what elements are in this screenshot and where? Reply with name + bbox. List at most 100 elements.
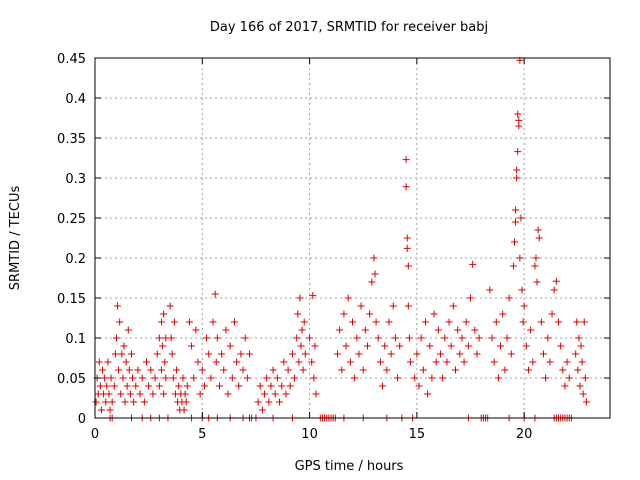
data-point xyxy=(464,342,472,350)
data-point xyxy=(582,398,590,406)
data-point xyxy=(181,390,189,398)
data-point xyxy=(293,334,301,342)
data-point xyxy=(155,382,163,390)
data-point xyxy=(239,366,247,374)
data-point xyxy=(97,406,105,414)
data-point xyxy=(527,326,535,334)
data-point xyxy=(364,342,372,350)
data-point xyxy=(122,358,130,366)
data-point xyxy=(160,390,168,398)
data-point xyxy=(295,358,303,366)
data-point xyxy=(126,390,134,398)
data-point xyxy=(366,310,374,318)
data-point xyxy=(185,318,193,326)
data-point xyxy=(288,350,296,358)
data-point xyxy=(387,350,395,358)
data-point xyxy=(117,390,125,398)
data-point xyxy=(550,286,558,294)
data-point xyxy=(182,398,190,406)
data-point xyxy=(218,350,226,358)
data-point xyxy=(224,390,232,398)
data-point xyxy=(368,278,376,286)
data-point xyxy=(376,358,384,366)
data-point xyxy=(203,334,211,342)
data-point xyxy=(166,302,174,310)
y-tick-label: 0.2 xyxy=(65,252,86,267)
data-point xyxy=(537,318,545,326)
data-point xyxy=(383,366,391,374)
y-tick-label: 0.05 xyxy=(57,372,86,387)
data-point xyxy=(254,398,262,406)
data-point xyxy=(394,374,402,382)
data-point xyxy=(99,366,107,374)
data-point xyxy=(129,374,137,382)
data-point xyxy=(519,318,527,326)
y-tick-label: 0.35 xyxy=(57,132,86,147)
data-point xyxy=(534,226,542,234)
data-point xyxy=(179,374,187,382)
data-point xyxy=(102,398,110,406)
y-tick-label: 0.3 xyxy=(65,172,86,187)
data-point xyxy=(108,398,116,406)
data-point xyxy=(284,366,292,374)
data-point xyxy=(344,294,352,302)
data-point xyxy=(531,262,539,270)
data-point xyxy=(235,382,243,390)
data-point xyxy=(119,374,127,382)
data-point xyxy=(107,374,115,382)
data-point xyxy=(507,350,515,358)
data-point xyxy=(402,183,410,191)
data-point xyxy=(215,382,223,390)
data-point xyxy=(452,366,459,374)
data-point xyxy=(581,374,589,382)
data-point xyxy=(96,382,104,390)
data-point xyxy=(130,398,138,406)
data-point xyxy=(424,390,432,398)
data-point xyxy=(237,350,245,358)
data-point xyxy=(123,382,131,390)
data-point xyxy=(160,310,168,318)
data-point xyxy=(439,374,447,382)
data-point xyxy=(539,350,547,358)
data-point xyxy=(513,166,521,174)
data-point xyxy=(518,286,526,294)
data-point xyxy=(300,318,308,326)
data-point xyxy=(456,350,464,358)
data-point xyxy=(514,148,522,156)
data-point xyxy=(265,398,273,406)
data-point xyxy=(552,277,560,285)
data-point xyxy=(261,390,269,398)
data-point xyxy=(209,318,217,326)
data-point xyxy=(355,350,363,358)
data-point xyxy=(467,294,475,302)
data-point xyxy=(512,206,520,214)
data-point xyxy=(147,366,155,374)
data-point xyxy=(544,334,552,342)
data-point xyxy=(351,374,359,382)
data-point xyxy=(520,302,528,310)
data-point xyxy=(454,326,462,334)
data-point xyxy=(349,318,356,326)
data-point xyxy=(306,334,314,342)
data-point xyxy=(196,390,204,398)
data-point xyxy=(511,238,519,246)
data-point xyxy=(385,318,393,326)
data-point xyxy=(243,374,251,382)
data-point xyxy=(192,326,200,334)
data-point xyxy=(406,358,414,366)
x-axis-label: GPS time / hours xyxy=(295,459,404,474)
data-point xyxy=(492,318,500,326)
data-point xyxy=(282,390,290,398)
data-point xyxy=(473,350,481,358)
data-point xyxy=(494,374,502,382)
data-point xyxy=(188,342,196,350)
data-point xyxy=(296,294,304,302)
data-point xyxy=(212,358,220,366)
data-point xyxy=(111,350,119,358)
data-point xyxy=(389,302,397,310)
data-point xyxy=(273,374,281,382)
data-point xyxy=(173,366,181,374)
data-point xyxy=(118,350,126,358)
data-point xyxy=(573,318,581,326)
